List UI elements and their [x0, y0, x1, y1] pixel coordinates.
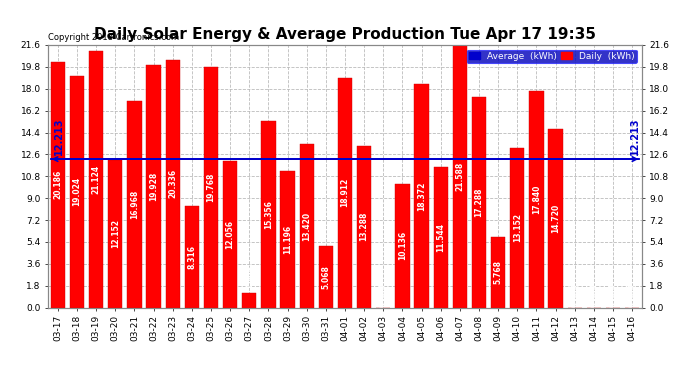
Text: 13.420: 13.420 — [302, 211, 311, 240]
Text: 21.588: 21.588 — [455, 162, 464, 191]
Text: 10.136: 10.136 — [398, 231, 407, 261]
Text: 0.000: 0.000 — [628, 283, 637, 307]
Legend: Average  (kWh), Daily  (kWh): Average (kWh), Daily (kWh) — [466, 50, 637, 63]
Text: 14.720: 14.720 — [551, 203, 560, 232]
Bar — [70, 76, 84, 308]
Text: 20.336: 20.336 — [168, 170, 177, 198]
Text: 13.288: 13.288 — [359, 212, 368, 242]
Bar — [529, 91, 544, 308]
Bar — [185, 206, 199, 308]
Bar — [146, 65, 161, 308]
Bar — [280, 171, 295, 308]
Bar — [166, 60, 180, 308]
Text: 0.000: 0.000 — [570, 283, 579, 307]
Bar — [433, 167, 448, 308]
Text: 0.000: 0.000 — [589, 283, 598, 307]
Bar — [549, 129, 563, 308]
Text: 1.208: 1.208 — [245, 265, 254, 289]
Text: 18.372: 18.372 — [417, 181, 426, 210]
Bar — [491, 237, 505, 308]
Bar — [262, 121, 275, 308]
Bar — [299, 144, 314, 308]
Title: Daily Solar Energy & Average Production Tue Apr 17 19:35: Daily Solar Energy & Average Production … — [94, 27, 596, 42]
Text: 16.968: 16.968 — [130, 190, 139, 219]
Text: 12.213: 12.213 — [630, 118, 640, 155]
Bar — [127, 101, 141, 308]
Bar — [89, 51, 104, 308]
Bar — [108, 160, 123, 308]
Text: 0.000: 0.000 — [379, 283, 388, 307]
Text: 15.356: 15.356 — [264, 200, 273, 229]
Text: 21.124: 21.124 — [92, 165, 101, 194]
Bar — [395, 184, 410, 308]
Text: 12.056: 12.056 — [226, 220, 235, 249]
Text: 11.196: 11.196 — [283, 225, 292, 254]
Text: 19.024: 19.024 — [72, 177, 81, 207]
Bar — [319, 246, 333, 308]
Bar — [357, 146, 371, 308]
Text: 17.840: 17.840 — [532, 184, 541, 214]
Text: 20.186: 20.186 — [53, 170, 62, 200]
Text: 13.152: 13.152 — [513, 213, 522, 242]
Text: 12.213: 12.213 — [54, 118, 64, 155]
Bar — [415, 84, 428, 308]
Bar — [510, 148, 524, 308]
Text: 5.068: 5.068 — [322, 265, 331, 289]
Bar — [223, 161, 237, 308]
Text: 12.152: 12.152 — [111, 219, 120, 248]
Text: 8.316: 8.316 — [188, 245, 197, 269]
Bar — [204, 67, 218, 308]
Text: 18.912: 18.912 — [340, 178, 350, 207]
Text: 19.928: 19.928 — [149, 172, 158, 201]
Text: 17.288: 17.288 — [475, 188, 484, 217]
Text: 5.768: 5.768 — [493, 261, 502, 285]
Bar — [50, 62, 65, 308]
Bar — [472, 98, 486, 308]
Text: Copyright 2018 Cartronics.com: Copyright 2018 Cartronics.com — [48, 33, 179, 42]
Bar — [242, 293, 257, 308]
Text: 19.768: 19.768 — [206, 173, 215, 202]
Bar — [338, 78, 352, 308]
Text: 0.000: 0.000 — [609, 283, 618, 307]
Text: 11.544: 11.544 — [436, 223, 445, 252]
Bar — [453, 45, 467, 308]
